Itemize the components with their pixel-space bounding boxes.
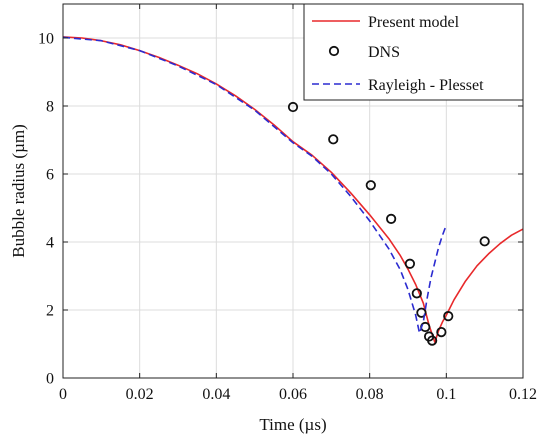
series-line-rayleigh-plesset: [62, 36, 448, 334]
y-tick-label: 0: [46, 371, 54, 388]
x-tick-label: 0.06: [279, 386, 307, 403]
data-point-dns: [287, 101, 299, 113]
x-axis-label: Time (µs): [259, 415, 326, 434]
data-point-dns: [411, 288, 422, 299]
legend-label-rayleigh-plesset: Rayleigh - Plesset: [368, 77, 484, 94]
x-tick-label: 0.04: [202, 386, 230, 403]
data-point-dns: [404, 258, 416, 269]
y-tick-label: 10: [38, 31, 54, 48]
y-tick-label: 6: [46, 167, 54, 184]
x-tick-label: 0: [59, 386, 67, 403]
y-axis-label: Bubble radius (µm): [9, 124, 28, 258]
data-point-dns: [386, 213, 397, 224]
legend-marker-dns: [328, 45, 340, 57]
legend-label-dns: DNS: [368, 44, 400, 61]
data-point-dns: [328, 134, 339, 145]
x-tick-label: 0.08: [356, 386, 384, 403]
y-tick-label: 8: [46, 99, 54, 116]
x-tick-label: 0.02: [126, 386, 154, 403]
data-point-dns: [365, 180, 376, 191]
data-point-dns: [416, 307, 427, 318]
y-tick-label: 4: [46, 235, 54, 252]
data-point-dns: [479, 236, 490, 247]
x-tick-label: 0.12: [509, 386, 537, 403]
y-tick-label: 2: [46, 303, 54, 320]
series-layer: [62, 36, 524, 346]
x-tick-label: 0.1: [436, 386, 456, 403]
tick-layer: 0 0.02 0.04 0.06 0.08 0.1 0.12 0 2 4 6 8 10: [38, 4, 537, 403]
legend-label-present-model: Present model: [368, 14, 460, 31]
series-line-present-model: [62, 36, 524, 344]
legend: Present model DNS Rayleigh - Plesset: [303, 3, 524, 101]
data-point-dns: [427, 335, 438, 346]
data-point-dns: [436, 326, 447, 338]
data-point-dns: [443, 311, 454, 322]
